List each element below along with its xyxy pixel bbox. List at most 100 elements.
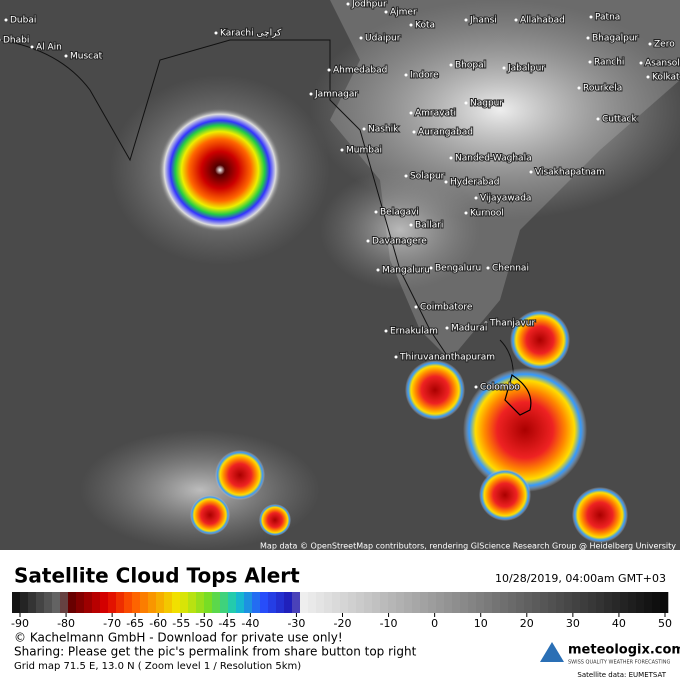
city-dot — [340, 148, 344, 152]
satellite-map — [0, 0, 680, 550]
city-label: Ballari — [415, 221, 443, 231]
city-label: Coimbatore — [420, 303, 473, 313]
city-dot — [589, 15, 593, 19]
city-label: Ranchi — [594, 58, 624, 68]
city-dot — [429, 266, 433, 270]
colorbar-cell — [548, 592, 557, 613]
city-label: Karachi كراچى — [220, 29, 282, 39]
city-label: Allahabad — [520, 16, 565, 26]
city-dot — [64, 54, 68, 58]
city-dot — [384, 329, 388, 333]
colorbar-tick-label: -45 — [218, 617, 236, 630]
city-dot — [639, 61, 643, 65]
colorbar-cell — [444, 592, 453, 613]
city-dot — [474, 196, 478, 200]
city-label: Thiruvananthapuram — [399, 353, 495, 363]
city-label: Amravati — [415, 109, 456, 119]
colorbar-cell — [268, 592, 277, 613]
colorbar-tick-label: 0 — [431, 617, 438, 630]
colorbar-cell — [468, 592, 477, 613]
source: Satellite data: EUMETSAT — [577, 671, 666, 679]
colorbar-cell — [540, 592, 549, 613]
colorbar-tick-label: -90 — [11, 617, 29, 630]
colorbar-cell — [92, 592, 101, 613]
city-dot — [464, 18, 468, 22]
colorbar-cell — [652, 592, 661, 613]
colorbar-cell — [596, 592, 605, 613]
city-dot — [362, 127, 366, 131]
colorbar-cell — [524, 592, 533, 613]
colorbar-cell — [108, 592, 117, 613]
colorbar-cell — [452, 592, 461, 613]
colorbar-cell — [164, 592, 173, 613]
colorbar-cell — [508, 592, 517, 613]
colorbar-cell — [580, 592, 589, 613]
colorbar-cell — [292, 592, 301, 613]
colorbar-cell — [588, 592, 597, 613]
colorbar-cell — [604, 592, 613, 613]
sharing: Sharing: Please get the pic's permalink … — [14, 645, 417, 659]
city-dot — [412, 130, 416, 134]
city-label: Jhansi — [469, 16, 497, 26]
city-dot — [4, 18, 8, 22]
city-dot — [409, 23, 413, 27]
city-label: Chennai — [492, 264, 529, 274]
colorbar-cell — [644, 592, 653, 613]
colorbar-cell — [188, 592, 197, 613]
colorbar-cell — [28, 592, 37, 613]
colorbar-cell — [660, 592, 669, 613]
colorbar-cell — [124, 592, 133, 613]
city-label: Jabalpur — [507, 64, 545, 74]
city-dot — [514, 18, 518, 22]
city-dot — [366, 239, 370, 243]
colorbar-cell — [260, 592, 269, 613]
colorbar-cell — [52, 592, 61, 613]
city-dot — [577, 86, 581, 90]
colorbar-cell — [396, 592, 405, 613]
colorbar-cell — [244, 592, 253, 613]
colorbar-cell — [236, 592, 245, 613]
city-dot — [445, 326, 449, 330]
copyright: © Kachelmann GmbH - Download for private… — [14, 631, 343, 645]
colorbar-cell — [284, 592, 293, 613]
colorbar-tick-label: -30 — [287, 617, 305, 630]
city-dot — [449, 63, 453, 67]
colorbar-cell — [340, 592, 349, 613]
colorbar-cell — [44, 592, 53, 613]
city-dot — [346, 2, 350, 6]
city-label: Nanded-Waghala — [455, 154, 532, 164]
colorbar-cell — [516, 592, 525, 613]
colorbar-cell — [228, 592, 237, 613]
city-label: Nagpur — [470, 99, 503, 109]
colorbar-cell — [412, 592, 421, 613]
colorbar-cell — [204, 592, 213, 613]
city-dot — [486, 266, 490, 270]
colorbar-tick-label: -65 — [126, 617, 144, 630]
city-label: Ajmer — [390, 8, 417, 18]
colorbar-cell — [372, 592, 381, 613]
colorbar-cell — [36, 592, 45, 613]
city-dot — [409, 111, 413, 115]
colorbar-cell — [476, 592, 485, 613]
colorbar-cell — [572, 592, 581, 613]
city-dot — [464, 211, 468, 215]
colorbar-cell — [420, 592, 429, 613]
colorbar-cell — [300, 592, 309, 613]
colorbar-tick-label: -55 — [172, 617, 190, 630]
city-dot — [384, 10, 388, 14]
city-label: Rourkela — [583, 84, 622, 94]
colorbar-cell — [332, 592, 341, 613]
city-label: Hyderabad — [450, 178, 500, 188]
city-label: Vijayawada — [480, 194, 531, 204]
colorbar-cell — [364, 592, 373, 613]
city-label: Cuttack — [602, 115, 638, 125]
colorbar-tick-label: -60 — [149, 617, 167, 630]
colorbar-cell — [356, 592, 365, 613]
city-label: Bhopal — [455, 61, 486, 71]
colorbar-cell — [132, 592, 141, 613]
city-label: Bengaluru — [435, 264, 481, 274]
city-dot — [376, 268, 380, 272]
city-label: Belagavi — [380, 208, 419, 218]
colorbar-tick-label: -80 — [57, 617, 75, 630]
city-label: Zero — [654, 40, 675, 50]
